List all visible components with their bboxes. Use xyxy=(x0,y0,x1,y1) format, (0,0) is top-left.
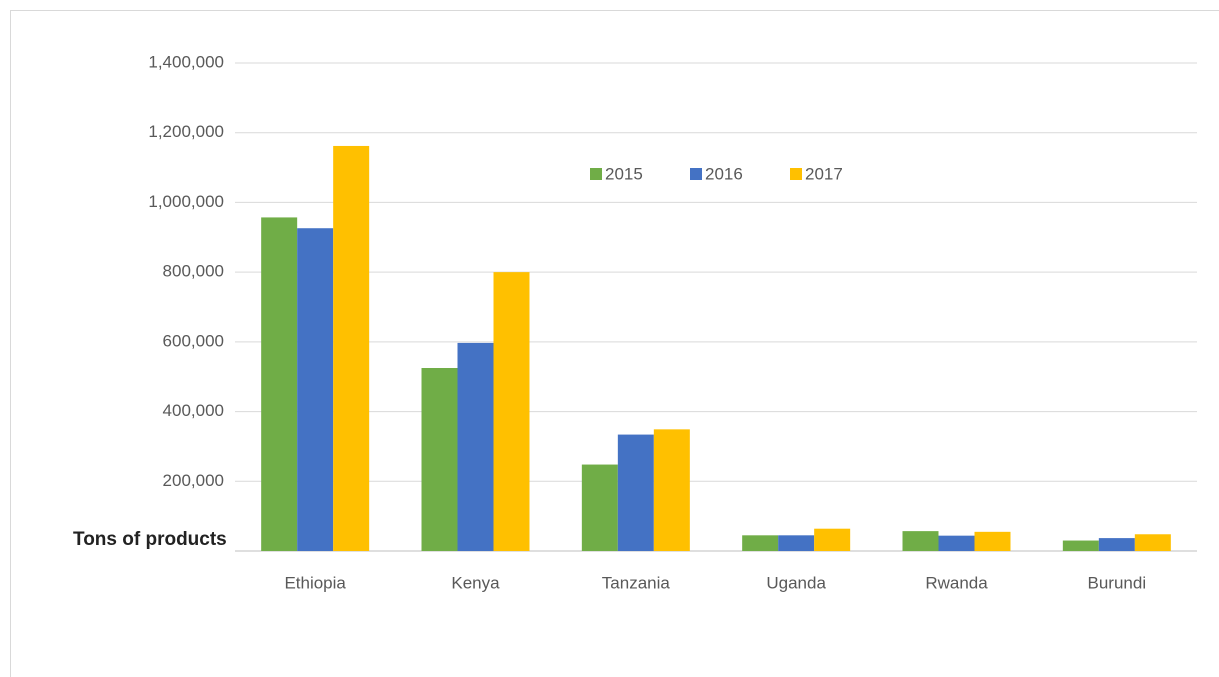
bar xyxy=(742,535,779,551)
bar xyxy=(778,535,815,551)
bar xyxy=(457,342,494,551)
legend-label: 2016 xyxy=(705,164,743,183)
legend-swatch xyxy=(690,168,702,180)
bar xyxy=(421,368,458,551)
chart-frame xyxy=(10,10,1219,677)
legend-label: 2015 xyxy=(605,164,643,183)
x-tick-label: Ethiopia xyxy=(284,573,346,592)
legend-swatch xyxy=(790,168,802,180)
bar xyxy=(333,145,370,551)
y-tick-label: 1,200,000 xyxy=(148,122,224,141)
bar xyxy=(1134,534,1171,551)
y-tick-label: 600,000 xyxy=(163,331,224,350)
x-tick-label: Rwanda xyxy=(925,573,988,592)
legend-swatch xyxy=(590,168,602,180)
bar xyxy=(617,434,654,551)
bar xyxy=(653,429,690,551)
axis-title: Tons of products xyxy=(73,529,227,550)
x-tick-label: Kenya xyxy=(451,573,500,592)
bar xyxy=(581,464,618,551)
y-tick-label: 1,400,000 xyxy=(148,52,224,71)
x-tick-label: Uganda xyxy=(766,573,826,592)
bar xyxy=(261,217,298,551)
x-tick-label: Tanzania xyxy=(602,573,671,592)
bar xyxy=(938,535,975,551)
y-tick-label: 800,000 xyxy=(163,262,224,281)
bar xyxy=(1062,540,1099,551)
y-tick-label: 1,000,000 xyxy=(148,192,224,211)
bar xyxy=(974,531,1011,551)
y-tick-label: 400,000 xyxy=(163,401,224,420)
bar xyxy=(297,228,334,552)
y-tick-label: 200,000 xyxy=(163,471,224,490)
bar xyxy=(902,531,939,551)
legend-label: 2017 xyxy=(805,164,843,183)
bar xyxy=(493,272,530,551)
bar xyxy=(814,528,851,551)
x-tick-label: Burundi xyxy=(1088,573,1147,592)
bar xyxy=(1098,538,1135,551)
